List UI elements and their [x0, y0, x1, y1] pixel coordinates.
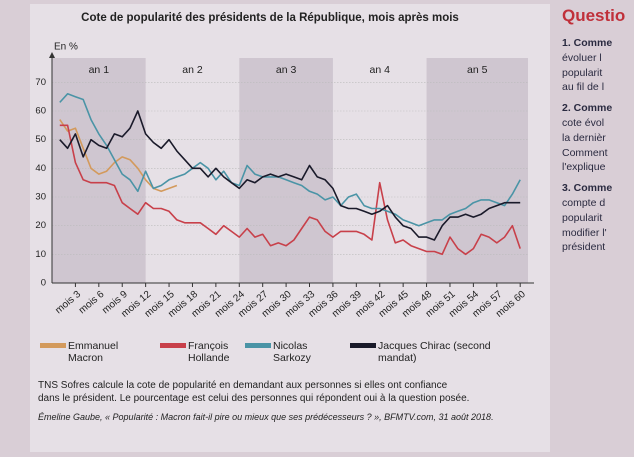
period-label: an 1 [89, 64, 110, 76]
y-tick-label: 40 [35, 163, 46, 174]
y-tick-label: 0 [41, 278, 46, 289]
y-tick-label: 10 [35, 249, 46, 260]
period-band [239, 58, 333, 283]
legend-label: Emmanuel Macron [68, 340, 119, 364]
period-label: an 4 [370, 64, 391, 76]
legend-swatch [245, 343, 271, 348]
legend-label: Nicolas Sarkozy [273, 340, 311, 364]
sidebar-line: 3. Comme [562, 182, 613, 195]
sidebar-line: popularit [562, 211, 603, 224]
y-tick-label: 50 [35, 134, 46, 145]
legend-swatch [160, 343, 186, 348]
series-line [59, 110, 521, 241]
sidebar-line: président [562, 241, 606, 254]
series-line [59, 119, 178, 193]
y-axis-arrow [49, 52, 55, 58]
chart-title: Cote de popularité des présidents de la … [81, 12, 459, 24]
sidebar-line: cote évol [562, 116, 605, 129]
legend-swatch [40, 343, 66, 348]
source: Émeline Gaube, « Popularité : Macron fai… [38, 412, 494, 422]
sidebar-line: la dernièr [562, 131, 606, 144]
series-line [59, 124, 521, 256]
sidebar: Questio 1. Comme évoluer l popularit au fil… [562, 6, 634, 255]
sidebar-title: Questio [562, 6, 626, 25]
sidebar-line: 1. Comme [562, 37, 613, 49]
y-tick-label: 70 [35, 77, 46, 88]
sidebar-line: Comment [562, 146, 608, 159]
sidebar-line: évoluer l [562, 51, 602, 64]
note: dans le président. Le pourcentage est ce… [38, 393, 470, 404]
period-band [52, 58, 146, 283]
sidebar-line: compte d [562, 196, 606, 209]
note: TNS Sofres calcule la cote de popularité… [38, 380, 448, 391]
sidebar-line: modifier l' [562, 226, 607, 239]
sidebar-line: 2. Comme [562, 102, 613, 115]
period-band [426, 58, 528, 283]
y-tick-label: 60 [35, 106, 46, 117]
series-line [59, 93, 521, 227]
y-tick-label: 30 [35, 192, 46, 203]
y-tick-label: 20 [35, 220, 46, 231]
sidebar-line: popularit [562, 66, 603, 79]
period-label: an 5 [467, 64, 488, 76]
sidebar-line: l'explique [562, 161, 606, 174]
x-tick-label: mois 6 [77, 289, 107, 317]
period-label: an 2 [182, 64, 203, 76]
legend-swatch [350, 343, 376, 348]
legend-label: Jacques Chirac (second mandat) [378, 340, 491, 364]
x-tick-label: mois 3 [53, 289, 83, 317]
legend-label: François Hollande [188, 340, 230, 364]
y-axis-label: En % [54, 42, 78, 53]
period-label: an 3 [276, 64, 297, 76]
sidebar-line: au fil de l [562, 81, 605, 94]
